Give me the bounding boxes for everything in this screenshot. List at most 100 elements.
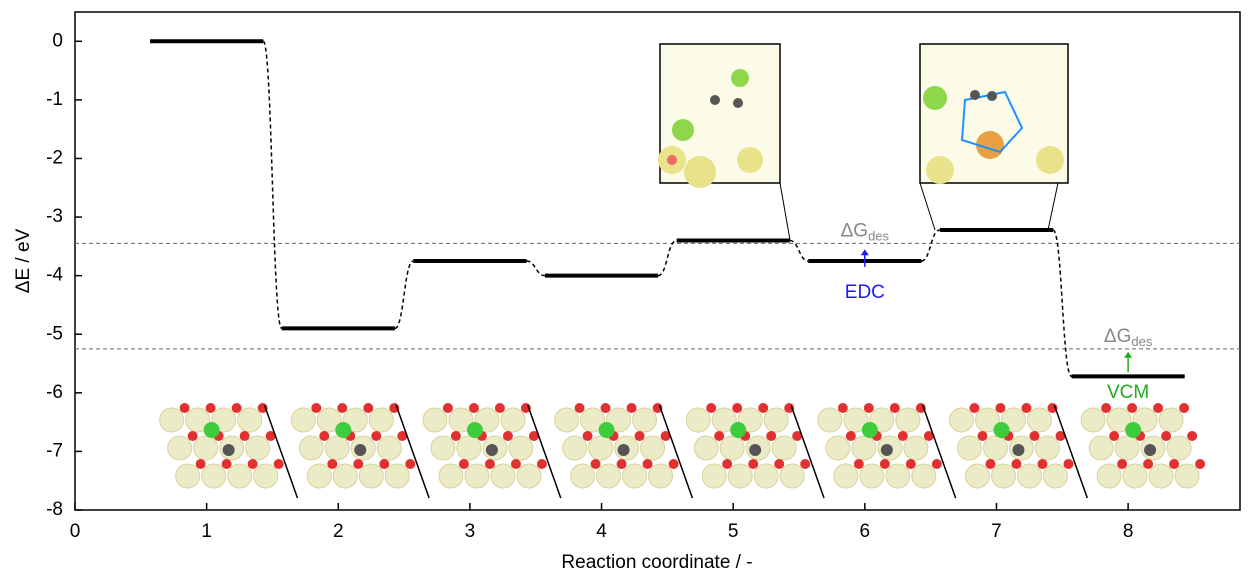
atom xyxy=(379,459,390,469)
atom xyxy=(327,459,338,469)
atom xyxy=(450,431,461,441)
y-tick-label: -8 xyxy=(46,499,63,520)
annotation-subscript: des xyxy=(1131,335,1152,350)
atom xyxy=(298,435,324,461)
atom xyxy=(1021,403,1032,413)
atom xyxy=(582,431,593,441)
x-tick-label: 1 xyxy=(201,521,212,542)
atom xyxy=(167,435,193,461)
atom xyxy=(825,435,851,461)
separator xyxy=(527,404,562,499)
atom xyxy=(632,407,658,433)
atom xyxy=(1122,463,1148,489)
separator xyxy=(1053,404,1088,499)
atom xyxy=(727,463,753,489)
atom xyxy=(753,463,779,489)
atom xyxy=(363,403,374,413)
connector xyxy=(657,239,677,277)
inset-pointer xyxy=(1047,182,1059,231)
x-tick-label: 6 xyxy=(860,521,871,542)
atom xyxy=(701,463,727,489)
atom xyxy=(1117,459,1128,469)
atom xyxy=(358,463,384,489)
atom xyxy=(1016,463,1042,489)
atom xyxy=(324,435,350,461)
annotation: EDC xyxy=(845,282,885,303)
atom xyxy=(384,463,410,489)
atom xyxy=(1127,403,1138,413)
connector xyxy=(526,260,546,277)
atom xyxy=(774,459,785,469)
atom xyxy=(574,403,585,413)
y-tick-label: -6 xyxy=(46,382,63,403)
annotation-text: EDC xyxy=(845,282,885,303)
atom xyxy=(693,435,719,461)
y-tick-label: 0 xyxy=(52,30,63,51)
atom xyxy=(923,431,934,441)
atom xyxy=(1153,403,1164,413)
atom xyxy=(185,407,211,433)
atom xyxy=(502,431,513,441)
atom xyxy=(817,407,843,433)
atom xyxy=(397,431,408,441)
atom xyxy=(974,407,1000,433)
separator xyxy=(263,404,299,499)
atom xyxy=(859,463,885,489)
atom xyxy=(1166,435,1192,461)
atom xyxy=(642,459,653,469)
inset-1 xyxy=(658,43,781,188)
atom xyxy=(195,459,206,469)
atom xyxy=(1037,459,1048,469)
atom xyxy=(660,431,671,441)
atom xyxy=(231,403,242,413)
atom xyxy=(1174,463,1200,489)
atom xyxy=(332,463,358,489)
separator xyxy=(658,404,694,499)
atom xyxy=(622,463,648,489)
atom xyxy=(1169,459,1180,469)
atom xyxy=(485,444,498,456)
atom xyxy=(598,422,615,438)
atom xyxy=(187,431,198,441)
atom xyxy=(948,407,974,433)
atom xyxy=(845,431,856,441)
atom xyxy=(905,459,916,469)
annotation-text: ΔG xyxy=(841,221,868,242)
atom xyxy=(851,435,877,461)
atom xyxy=(319,431,330,441)
x-axis-title: Reaction coordinate / - xyxy=(561,552,752,573)
atom xyxy=(749,444,762,456)
x-tick-label: 5 xyxy=(728,521,739,542)
atom xyxy=(977,431,988,441)
atom xyxy=(985,459,996,469)
atom xyxy=(714,431,725,441)
atom xyxy=(311,403,322,413)
atom xyxy=(353,459,364,469)
atom xyxy=(1143,459,1154,469)
atom xyxy=(464,463,490,489)
atom xyxy=(1063,459,1074,469)
annotation-text: ΔG xyxy=(1104,326,1131,347)
atom xyxy=(732,403,743,413)
atom xyxy=(863,403,874,413)
atom xyxy=(265,431,276,441)
atom xyxy=(1011,459,1022,469)
atom xyxy=(1042,463,1068,489)
annotation-text: VCM xyxy=(1107,382,1149,403)
atom xyxy=(175,463,201,489)
connector xyxy=(394,260,414,330)
atom xyxy=(245,435,271,461)
atom xyxy=(792,431,803,441)
atom xyxy=(626,403,637,413)
atom xyxy=(722,459,733,469)
y-tick-label: -3 xyxy=(46,206,63,227)
annotation: VCM xyxy=(1107,382,1149,403)
atom xyxy=(1080,407,1106,433)
separator xyxy=(790,404,825,499)
atom xyxy=(648,463,674,489)
y-tick-label: -7 xyxy=(46,440,63,461)
atom xyxy=(706,403,717,413)
atom xyxy=(634,431,645,441)
inset-pointer xyxy=(919,182,936,231)
atom xyxy=(405,459,416,469)
